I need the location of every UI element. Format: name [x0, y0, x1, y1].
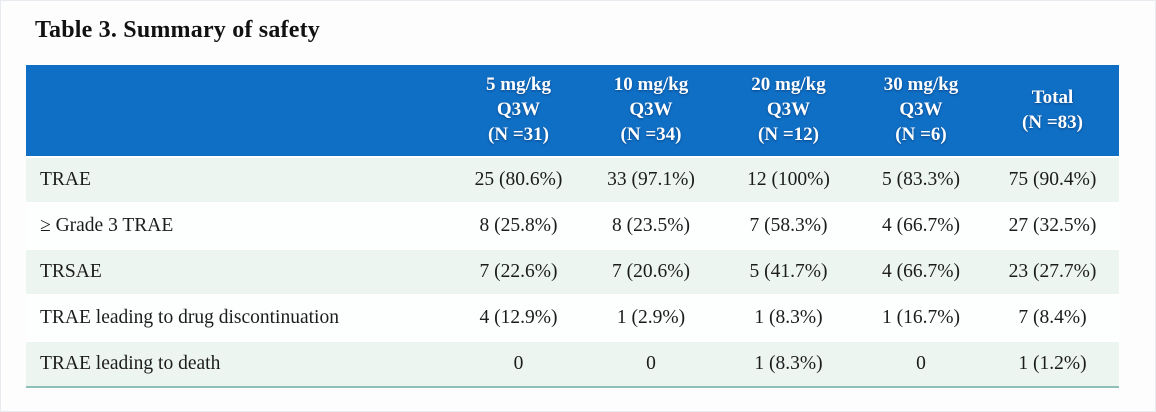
data-cell: 0 — [456, 340, 581, 388]
schedule-label: Q3W — [496, 99, 541, 121]
schedule-label: Q3W — [629, 99, 673, 121]
column-header-total: Total (N =83) — [986, 65, 1119, 157]
n-label: (N =83) — [1022, 111, 1083, 133]
data-cell: 5 (83.3%) — [856, 156, 986, 203]
data-cell: 75 (90.4%) — [986, 156, 1119, 203]
n-label: (N =31) — [488, 123, 549, 145]
dose-label: 10 mg/kg — [613, 74, 689, 96]
row-label: TRAE leading to drug discontinuation — [26, 294, 456, 341]
data-cell: 1 (8.3%) — [721, 294, 856, 341]
n-label: (N =34) — [620, 123, 682, 145]
column-header-5mgkg: 5 mg/kg Q3W (N =31) — [456, 65, 581, 157]
n-label: (N =12) — [758, 123, 819, 145]
schedule-label: Q3W — [899, 99, 943, 121]
data-cell: 7 (22.6%) — [456, 248, 581, 295]
data-cell: 7 (8.4%) — [986, 294, 1119, 341]
table-row-trsae: TRSAE 7 (22.6%) 7 (20.6%) 5 (41.7%) 4 (6… — [26, 248, 1119, 295]
row-label: ≥ Grade 3 TRAE — [26, 202, 456, 249]
dose-label: 30 mg/kg — [883, 74, 959, 96]
n-label: (N =6) — [895, 123, 947, 145]
data-cell: 12 (100%) — [721, 156, 856, 203]
dose-label: 5 mg/kg — [486, 74, 551, 96]
data-cell: 1 (8.3%) — [721, 340, 856, 388]
data-cell: 7 (58.3%) — [721, 202, 856, 249]
row-label: TRAE leading to death — [26, 340, 456, 388]
data-cell: 1 (16.7%) — [856, 294, 986, 341]
data-cell: 33 (97.1%) — [581, 156, 721, 203]
data-cell: 25 (80.6%) — [456, 156, 581, 203]
row-label: TRAE — [26, 156, 456, 203]
column-header-empty — [26, 65, 456, 157]
data-cell: 8 (23.5%) — [581, 202, 721, 249]
data-cell: 5 (41.7%) — [721, 248, 856, 295]
data-cell: 0 — [856, 340, 986, 388]
data-cell: 4 (66.7%) — [856, 202, 986, 249]
data-cell: 4 (12.9%) — [456, 294, 581, 341]
table-row-trae: TRAE 25 (80.6%) 33 (97.1%) 12 (100%) 5 (… — [26, 156, 1119, 203]
data-cell: 8 (25.8%) — [456, 202, 581, 249]
row-label: TRSAE — [26, 248, 456, 295]
data-cell: 7 (20.6%) — [581, 248, 721, 295]
page-title: Table 3. Summary of safety — [35, 17, 320, 43]
table-row-trae-discontinuation: TRAE leading to drug discontinuation 4 (… — [26, 294, 1119, 341]
table-row-grade3-trae: ≥ Grade 3 TRAE 8 (25.8%) 8 (23.5%) 7 (58… — [26, 202, 1119, 249]
data-cell: 27 (32.5%) — [986, 202, 1119, 249]
total-label: Total — [1031, 86, 1074, 108]
data-cell: 1 (1.2%) — [986, 340, 1119, 388]
column-header-10mgkg: 10 mg/kg Q3W (N =34) — [581, 65, 721, 157]
data-cell: 23 (27.7%) — [986, 248, 1119, 295]
dose-label: 20 mg/kg — [751, 74, 826, 96]
data-cell: 0 — [581, 340, 721, 388]
data-cell: 4 (66.7%) — [856, 248, 986, 295]
column-header-30mgkg: 30 mg/kg Q3W (N =6) — [856, 65, 986, 157]
column-header-20mgkg: 20 mg/kg Q3W (N =12) — [721, 65, 856, 157]
table-header-row: 5 mg/kg Q3W (N =31) 10 mg/kg Q3W (N =34)… — [26, 65, 1119, 157]
schedule-label: Q3W — [766, 99, 811, 121]
safety-summary-table: 5 mg/kg Q3W (N =31) 10 mg/kg Q3W (N =34)… — [26, 65, 1119, 388]
table-row-trae-death: TRAE leading to death 0 0 1 (8.3%) 0 1 (… — [26, 340, 1119, 388]
data-cell: 1 (2.9%) — [581, 294, 721, 341]
